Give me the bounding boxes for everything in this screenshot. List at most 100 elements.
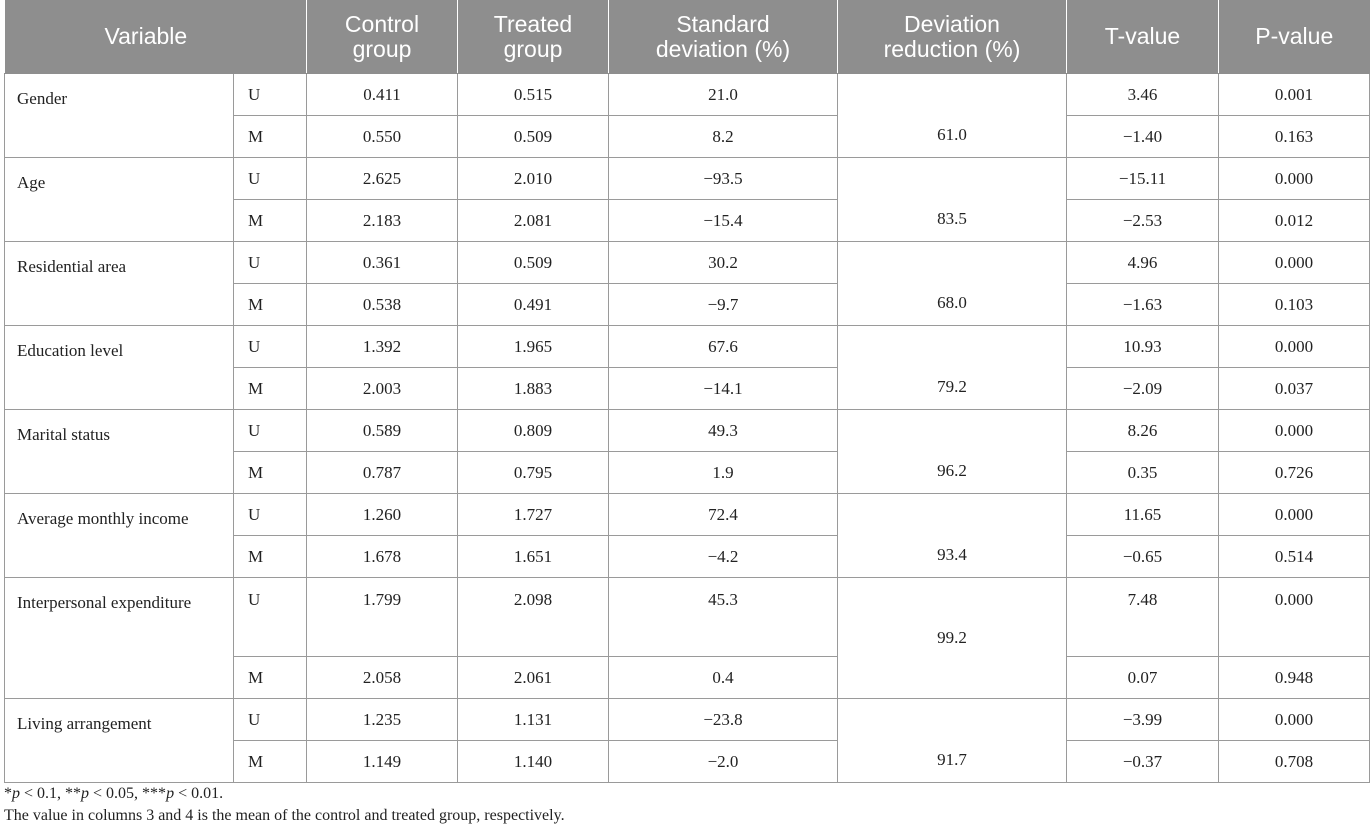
header-t-value: T-value [1066, 0, 1219, 74]
t-value: −2.53 [1066, 199, 1219, 242]
t-value: 0.35 [1066, 451, 1219, 494]
p-value: 0.000 [1218, 325, 1370, 368]
header-deviation-reduction: Deviation reduction (%) [837, 0, 1067, 74]
p-value: 0.000 [1218, 698, 1370, 741]
std-deviation-value: −2.0 [608, 740, 838, 783]
t-value: 4.96 [1066, 241, 1219, 284]
t-value: −15.11 [1066, 157, 1219, 200]
deviation-reduction-value: 79.2 [837, 325, 1067, 410]
std-deviation-value: −9.7 [608, 283, 838, 326]
table-row: M 0.550 0.509 8.2 −1.40 0.163 [5, 115, 1370, 158]
header-standard-deviation-l2: deviation (%) [655, 35, 791, 62]
t-value: 0.07 [1066, 656, 1219, 699]
control-value: 2.625 [306, 157, 458, 200]
t-value: 3.46 [1066, 73, 1219, 116]
header-treated-group-l1: Treated [493, 10, 573, 37]
header-deviation-reduction-l1: Deviation [904, 10, 1000, 37]
significance-note: *p < 0.1, **p < 0.05, ***p < 0.01. [4, 785, 224, 802]
control-value: 0.411 [306, 73, 458, 116]
header-p-value: P-value [1218, 0, 1370, 74]
table-row: M 0.787 0.795 1.9 0.35 0.726 [5, 451, 1370, 494]
control-value: 2.183 [306, 199, 458, 242]
std-deviation-value: 1.9 [608, 451, 838, 494]
header-treated-group: Treated group [457, 0, 609, 74]
deviation-reduction-value: 61.0 [837, 73, 1067, 158]
table-row: Gender U 0.411 0.515 21.0 61.0 3.46 0.001 [4, 73, 1370, 158]
std-deviation-value: 30.2 [608, 241, 838, 284]
table-row: M 2.183 2.081 −15.4 −2.53 0.012 [5, 199, 1370, 242]
variable-name: Gender [4, 73, 234, 158]
variable-name: Age [4, 157, 234, 242]
state-m: M [233, 656, 307, 699]
deviation-reduction-value: 91.7 [837, 698, 1067, 783]
control-value: 1.260 [306, 493, 458, 536]
std-deviation-value: 0.4 [608, 656, 838, 699]
p-value: 0.000 [1218, 409, 1370, 452]
t-value: 10.93 [1066, 325, 1219, 368]
state-u: U [233, 698, 307, 741]
t-value: −3.99 [1066, 698, 1219, 741]
control-value: 1.799 [306, 577, 458, 657]
deviation-reduction-value: 99.2 [837, 577, 1067, 699]
state-u: U [233, 241, 307, 284]
deviation-reduction-value: 68.0 [837, 241, 1067, 326]
t-value: −1.63 [1066, 283, 1219, 326]
table-row: M 2.003 1.883 −14.1 −2.09 0.037 [5, 367, 1370, 410]
std-deviation-value: 72.4 [608, 493, 838, 536]
p-value: 0.726 [1218, 451, 1370, 494]
p-value: 0.708 [1218, 740, 1370, 783]
psm-balance-table: Variable Control group Treated group Stand… [4, 0, 1370, 783]
header-row: Variable Control group Treated group Stand… [4, 0, 1370, 74]
p-value: 0.163 [1218, 115, 1370, 158]
deviation-reduction-value: 93.4 [837, 493, 1067, 578]
table-row: M 0.538 0.491 −9.7 −1.63 0.103 [5, 283, 1370, 326]
header-standard-deviation-l1: Standard [676, 10, 770, 37]
state-m: M [233, 451, 307, 494]
p-value: 0.012 [1218, 199, 1370, 242]
control-value: 0.361 [306, 241, 458, 284]
state-m: M [233, 535, 307, 578]
std-deviation-value: −93.5 [608, 157, 838, 200]
state-u: U [233, 325, 307, 368]
treated-value: 2.061 [457, 656, 609, 699]
std-deviation-value: −23.8 [608, 698, 838, 741]
treated-value: 2.098 [457, 577, 609, 657]
p-value: 0.000 [1218, 241, 1370, 284]
treated-value: 0.809 [457, 409, 609, 452]
state-m: M [233, 283, 307, 326]
table-row: Interpersonal expenditure U 1.799 2.098 45.3… [4, 577, 1370, 699]
control-value: 0.589 [306, 409, 458, 452]
variable-name: Residential area [4, 241, 234, 326]
control-value: 2.058 [306, 656, 458, 699]
state-u: U [233, 493, 307, 536]
treated-value: 0.515 [457, 73, 609, 116]
p-value: 0.037 [1218, 367, 1370, 410]
control-value: 0.787 [306, 451, 458, 494]
table-row: Average monthly income U 1.260 1.727 72.4 93.… [4, 493, 1370, 578]
treated-value: 2.081 [457, 199, 609, 242]
header-treated-group-l2: group [503, 35, 563, 62]
state-u: U [233, 157, 307, 200]
state-m: M [233, 199, 307, 242]
t-value: −1.40 [1066, 115, 1219, 158]
p-value: 0.103 [1218, 283, 1370, 326]
t-value: 11.65 [1066, 493, 1219, 536]
t-value: 7.48 [1066, 577, 1219, 657]
t-value: −2.09 [1066, 367, 1219, 410]
header-variable: Variable [4, 0, 307, 74]
table-row: M 2.058 2.061 0.4 0.07 0.948 [5, 656, 1370, 699]
treated-value: 1.727 [457, 493, 609, 536]
control-value: 1.235 [306, 698, 458, 741]
treated-value: 2.010 [457, 157, 609, 200]
table-row: Marital status U 0.589 0.809 49.3 96.2 8.26 0.0… [4, 409, 1370, 494]
control-value: 0.538 [306, 283, 458, 326]
t-value: −0.65 [1066, 535, 1219, 578]
variable-name: Education level [4, 325, 234, 410]
header-control-group-l2: group [352, 35, 412, 62]
treated-value: 0.795 [457, 451, 609, 494]
std-deviation-value: −15.4 [608, 199, 838, 242]
control-value: 2.003 [306, 367, 458, 410]
variable-name: Interpersonal expenditure [4, 577, 234, 699]
table-row: Residential area U 0.361 0.509 30.2 68.0 4.96 0… [4, 241, 1370, 326]
treated-value: 1.140 [457, 740, 609, 783]
